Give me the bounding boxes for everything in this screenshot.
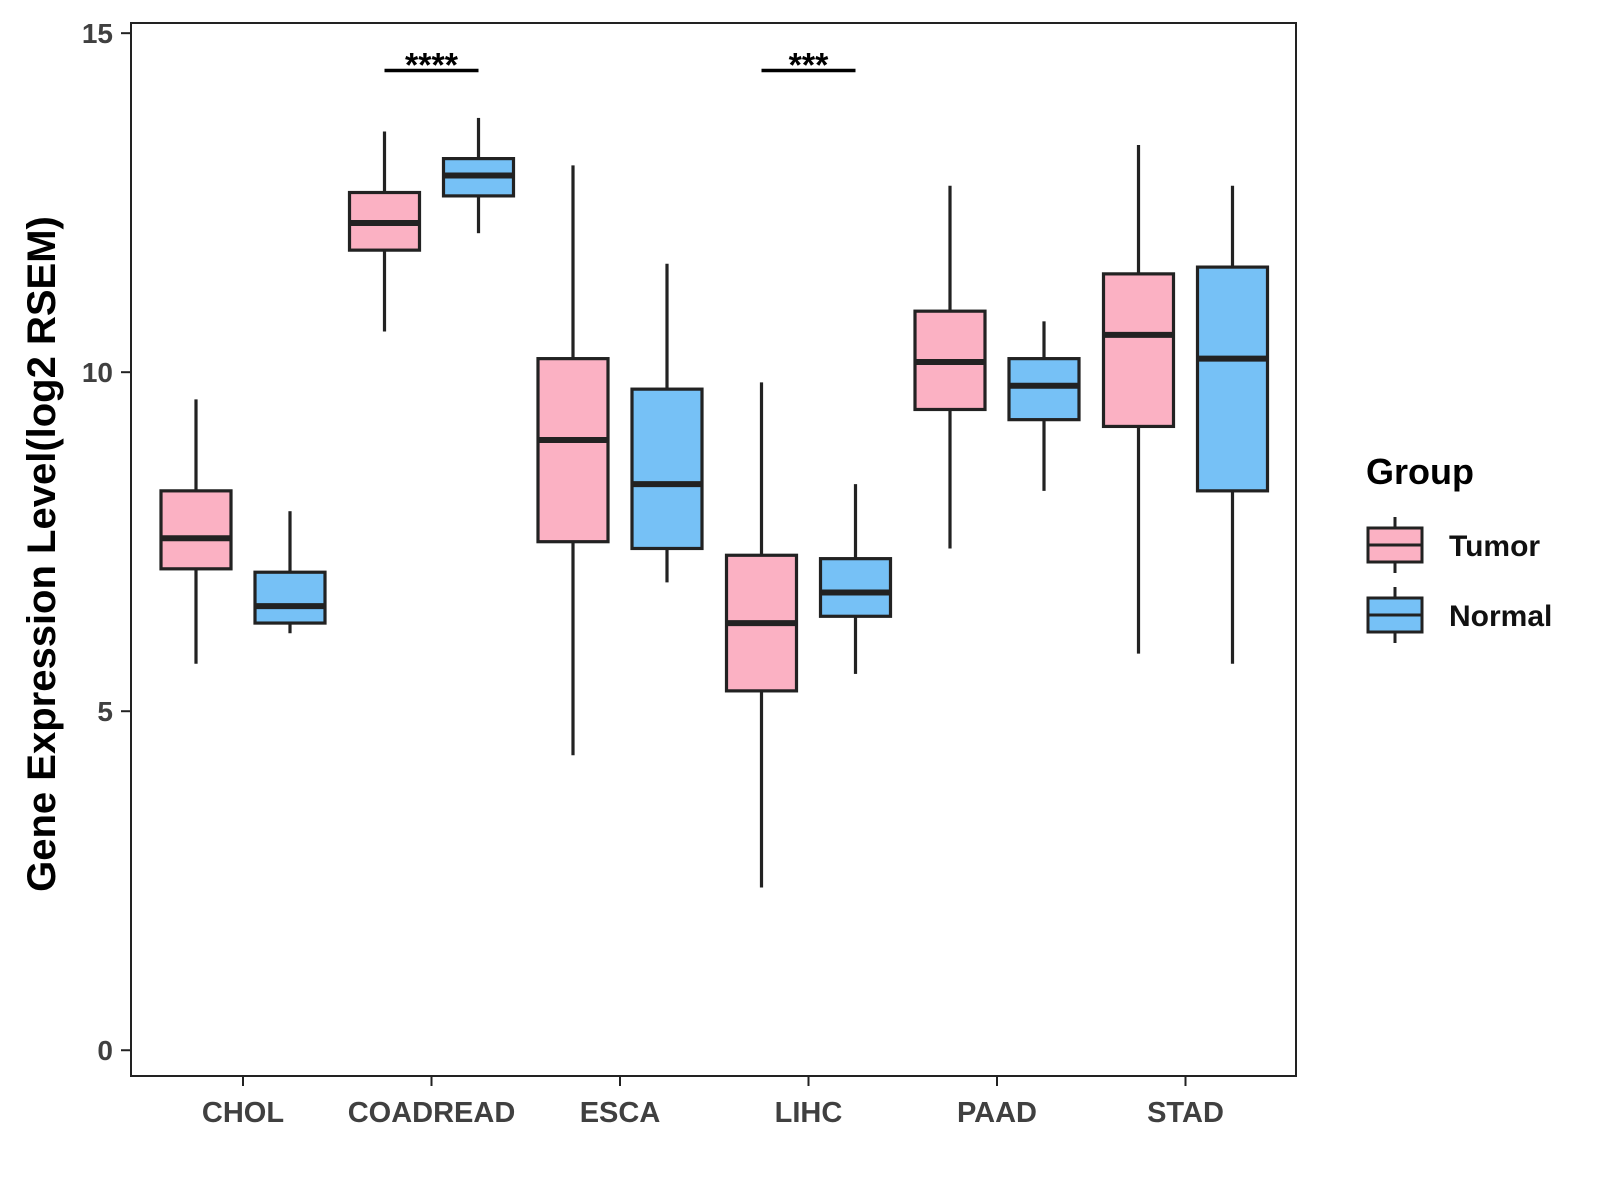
significance-lihc: *** <box>761 46 856 84</box>
box-chol-tumor <box>159 399 233 664</box>
significance-coadread: **** <box>384 46 479 84</box>
legend-item-normal: Normal <box>1366 587 1552 643</box>
legend-title: Group <box>1366 451 1474 492</box>
legend-item-tumor: Tumor <box>1366 517 1540 573</box>
box-iqr <box>1101 272 1176 429</box>
significance-label: *** <box>789 46 829 84</box>
box-lihc-normal <box>818 484 893 674</box>
box-iqr <box>818 557 893 618</box>
y-tick-label-15: 15 <box>82 18 113 49</box>
box-esca-tumor <box>536 165 610 756</box>
x-tick-label-chol: CHOL <box>202 1097 284 1129</box>
box-iqr <box>253 570 327 625</box>
boxes-layer <box>159 117 1270 888</box>
box-lihc-tumor <box>724 382 799 888</box>
box-iqr <box>630 387 704 551</box>
significance-annotations: **** *** <box>384 46 856 84</box>
box-iqr <box>536 357 610 544</box>
x-tick-label-lihc: LIHC <box>775 1097 843 1129</box>
box-iqr <box>159 489 233 571</box>
legend-label-tumor: Tumor <box>1449 530 1540 563</box>
box-coadread-tumor <box>347 131 422 332</box>
x-tick-label-esca: ESCA <box>580 1097 661 1129</box>
box-paad-normal <box>1007 321 1081 491</box>
box-iqr <box>1195 265 1270 493</box>
box-coadread-normal <box>441 117 516 234</box>
y-axis: 0 5 10 15 <box>82 18 132 1076</box>
plot-panel-border <box>130 22 1297 1077</box>
x-tick-label-coadread: COADREAD <box>348 1097 516 1129</box>
y-tick-label-10: 10 <box>82 357 113 388</box>
box-iqr <box>1007 357 1081 422</box>
y-axis-title: Gene Expression Level(log2 RSEM) <box>20 216 64 892</box>
box-stad-tumor <box>1101 145 1176 654</box>
x-tick-label-stad: STAD <box>1147 1097 1224 1129</box>
x-axis: CHOL COADREAD ESCA LIHC PAAD STAD <box>202 1076 1224 1129</box>
x-tick-label-paad: PAAD <box>957 1097 1037 1129</box>
box-chol-normal <box>253 511 327 634</box>
box-esca-normal <box>630 263 704 583</box>
box-paad-tumor <box>913 185 987 549</box>
legend-label-normal: Normal <box>1449 600 1552 633</box>
box-stad-normal <box>1195 185 1270 664</box>
legend-items: Tumor Normal <box>1366 517 1552 643</box>
significance-label: **** <box>405 46 459 84</box>
y-tick-label-0: 0 <box>97 1035 113 1066</box>
legend: Group Tumor Normal <box>1366 451 1552 643</box>
y-tick-label-5: 5 <box>97 696 113 727</box>
